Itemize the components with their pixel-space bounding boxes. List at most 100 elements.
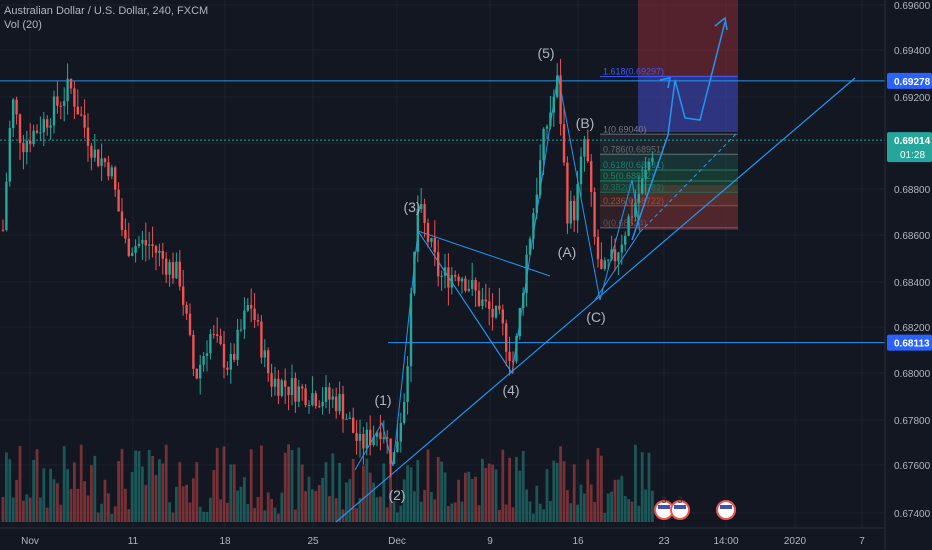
time-tick: 16 [572,536,584,547]
volume-bar [600,455,603,522]
volume-bar [535,485,539,522]
volume-bar [644,489,647,522]
upper-stop-zone [638,0,738,75]
price-tag-value: 0.69014 [894,136,931,147]
candle-body [501,309,504,324]
candle-body [182,286,185,305]
arrowhead-icon [659,77,671,89]
candle-body [624,235,627,245]
volume-bar [623,496,627,522]
candle-body [229,353,232,370]
time-tick: Dec [388,536,406,547]
volume-bar [385,507,389,522]
volume-bar [389,453,392,522]
time-tick: 18 [219,536,231,547]
wave-4-channel [417,230,513,374]
volume-bar [402,479,406,522]
volume-bar [419,501,423,522]
volume-bar [562,461,566,522]
volume-bar [141,466,144,522]
candle-body [185,304,188,314]
candle-body [369,429,372,446]
volume-bar [606,493,610,522]
volume-bar [110,513,114,522]
volume-bar [521,450,525,522]
candle-body [52,96,56,126]
candle-body [171,262,175,279]
volume-bar [593,501,596,522]
candle-body [443,267,447,276]
price-axis-bg [885,0,932,550]
volume-bar [192,478,195,522]
volume-bar [470,478,474,522]
candle-body [107,162,110,177]
volume-bar [362,465,365,522]
price-axis[interactable]: 0.696000.694000.692000.690000.688000.686… [884,0,932,550]
volume-bar [202,511,205,522]
volume-bar [222,446,226,522]
price-tag-bg [887,72,932,89]
volume-bar [154,475,158,522]
candle-body [246,305,249,311]
candle-body [362,434,365,449]
candle-body [583,139,586,157]
candle-body [280,380,283,396]
volume-bar [283,452,287,522]
candle-body [338,394,341,412]
volume-bar [375,497,379,522]
trendlines[interactable] [335,16,856,523]
candle-body [29,140,32,145]
candle-body [593,191,596,237]
volume-bar [86,495,90,522]
time-tick: 25 [307,536,319,547]
time-tick: 14:00 [713,536,738,547]
candle-body [178,261,181,287]
volume-bar [215,447,219,522]
candle-body [511,361,515,363]
price-tick: 0.67400 [894,509,931,520]
volume-bar [147,449,151,522]
candle-body [83,115,86,128]
volume-bar [365,458,369,522]
wave-label: (1) [374,392,391,408]
price-tick: 0.68000 [894,369,931,380]
candle-body [97,149,100,166]
candle-body [277,378,280,396]
volume-bar [484,467,488,522]
candle-body [73,88,76,107]
time-axis[interactable]: Nov 11 18 25 Dec 9 16 23 14:00 2020 7 [0,527,885,547]
candle-body [552,96,555,113]
candle-body [161,250,164,259]
volume-bar [39,497,42,522]
volume-bar [406,465,409,522]
volume-bar [467,471,471,522]
volume-bar [103,479,107,522]
candle-body [304,388,307,406]
volume-bar [368,472,372,522]
volume-bar [351,458,355,522]
volume-bar [396,512,399,522]
price-tick: 0.68800 [894,185,931,196]
volume-bar [358,497,362,522]
volume-bar [219,499,222,522]
candle-body [416,208,419,252]
candle-body [144,240,147,246]
volume-bar [188,502,192,522]
candle-body [117,189,120,212]
candle-body [437,252,440,277]
c-wave-line [594,231,641,301]
volume-bar [440,461,443,522]
volume-bar [297,447,301,522]
candle-body [430,237,433,242]
volume-bar [334,498,338,522]
volume-bar [229,464,233,522]
price-tick: 0.68600 [894,231,931,242]
volume-bar [277,513,280,522]
horizontal-levels[interactable] [0,80,885,344]
candle-body [148,244,151,246]
volume-bar [249,449,253,522]
volume-bar [443,472,447,522]
candle-body [46,119,49,128]
